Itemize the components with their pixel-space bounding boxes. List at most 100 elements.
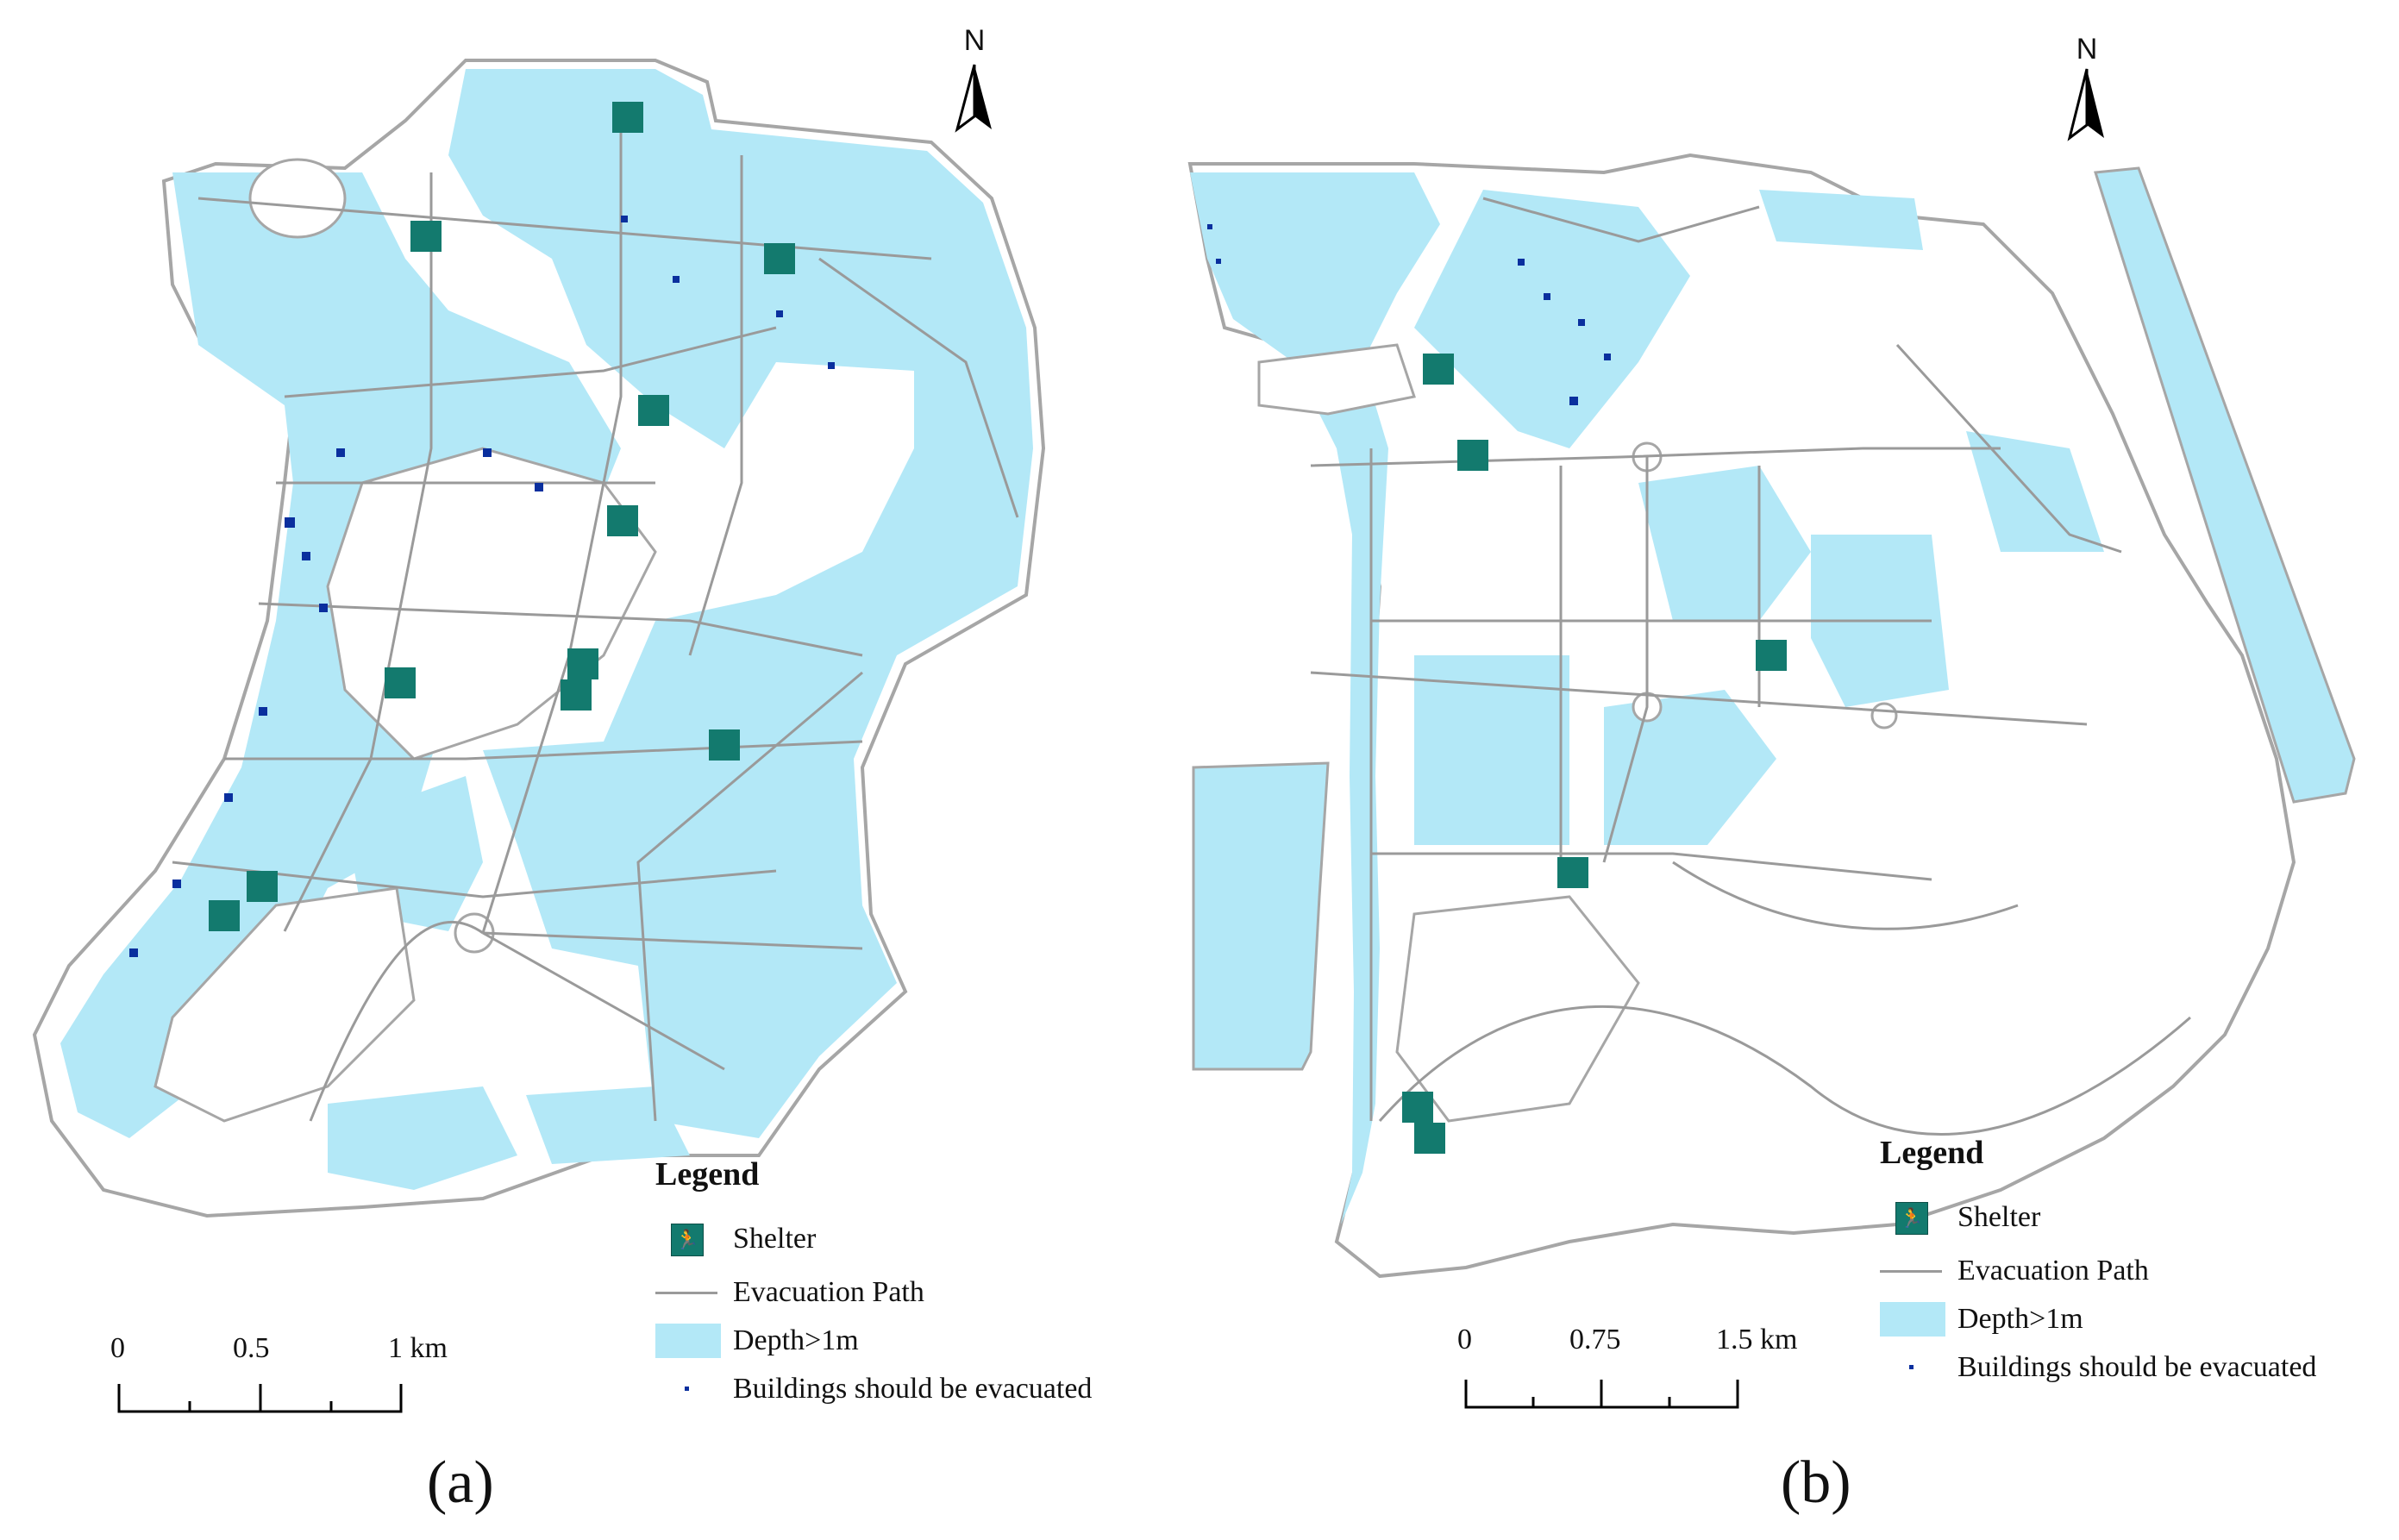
shelter-icon	[567, 648, 598, 679]
shelter-icon	[1414, 1123, 1445, 1154]
map-panel-b: N Legend Shelter Evacuation Path Depth>1…	[1156, 0, 2399, 1540]
building-cluster	[129, 948, 138, 957]
building-dot-icon	[1880, 1350, 1947, 1385]
shelter-icon	[764, 243, 795, 274]
shelter-icon	[607, 505, 638, 536]
north-arrow-right	[2087, 69, 2104, 138]
scale-label: 0.75	[1569, 1324, 1621, 1355]
shelters-a	[209, 102, 795, 931]
building-cluster	[483, 448, 492, 457]
legend-item-building: Buildings should be evacuated	[655, 1368, 1092, 1411]
evacuation-path	[1602, 457, 1649, 863]
caption-a: (a)	[427, 1449, 494, 1516]
legend-label: Evacuation Path	[733, 1276, 924, 1308]
legend-item-shelter: Shelter	[655, 1218, 816, 1261]
caption-b: (b)	[1781, 1449, 1851, 1516]
legend-item-shelter: Shelter	[1880, 1196, 2040, 1239]
path-line-icon	[1880, 1254, 1947, 1288]
scale-bar-a: 0 0.5 1 km	[103, 1332, 448, 1427]
scale-bar-lines	[1464, 1380, 1739, 1409]
flood-zone	[1414, 655, 1569, 845]
evacuation-path	[1310, 671, 2088, 726]
legend-item-path: Evacuation Path	[655, 1271, 924, 1314]
building-cluster	[621, 216, 628, 222]
legend-label: Buildings should be evacuated	[733, 1373, 1093, 1405]
building-cluster	[1544, 293, 1550, 300]
roundabout	[1870, 702, 1898, 729]
building-cluster	[1216, 259, 1221, 264]
building-cluster	[259, 707, 267, 716]
evacuation-path	[481, 103, 623, 934]
evacuation-path	[309, 920, 484, 1122]
scale-label: 1 km	[388, 1332, 448, 1364]
evacuation-path	[482, 931, 725, 1071]
legend-item-building: Buildings should be evacuated	[1880, 1346, 2316, 1389]
flood-zone	[328, 1086, 517, 1190]
scale-bar-b: 0 0.75 1.5 km	[1457, 1324, 1820, 1418]
building-cluster	[336, 448, 345, 457]
land-outline-b-west	[1192, 761, 1330, 1071]
evacuation-path	[1371, 852, 1932, 881]
map-panel-a: N Legend Shelter Evacuation Path Depth>1…	[0, 0, 1156, 1540]
evacuation-path	[284, 326, 777, 398]
shelter-icon	[709, 729, 740, 761]
shelter-icon	[385, 667, 416, 698]
map-b-canvas	[1187, 68, 2356, 1279]
dry-areas-b	[1257, 343, 1898, 1123]
flood-zone	[1604, 690, 1776, 845]
building-dot-icon	[655, 1372, 723, 1406]
building-cluster	[1604, 354, 1611, 360]
north-arrow-right	[974, 65, 992, 129]
scale-label: 1.5 km	[1716, 1324, 1798, 1355]
evacuation-path	[258, 602, 863, 657]
flood-zone	[1190, 172, 1440, 1224]
scale-label: 0	[1457, 1324, 1472, 1355]
shelter-icon	[247, 871, 278, 902]
evacuation-path	[1482, 197, 1760, 243]
flood-swatch-icon	[1880, 1302, 1947, 1337]
flood-zone	[1966, 431, 2104, 552]
north-letter: N	[963, 24, 986, 57]
path-line-icon	[655, 1275, 723, 1310]
legend-label: Evacuation Path	[1957, 1255, 2149, 1286]
shelter-icon	[1402, 1092, 1433, 1123]
legend-title: Legend	[1880, 1135, 1984, 1171]
flood-zone	[1759, 190, 1923, 250]
legend-label: Shelter	[1957, 1201, 2041, 1233]
scale-label: 0	[110, 1332, 125, 1364]
evacuation-path	[1895, 343, 2122, 554]
flood-zone	[1638, 466, 1811, 621]
buildings-a	[129, 216, 835, 957]
map-a-canvas	[32, 59, 1046, 1218]
legend-label: Depth>1m	[1957, 1303, 2083, 1335]
shelter-icon	[612, 102, 643, 133]
shelter-icon	[1880, 1200, 1947, 1235]
shelter-icon	[561, 679, 592, 711]
building-cluster	[302, 552, 310, 560]
evacuation-path	[688, 155, 743, 656]
building-cluster	[535, 483, 543, 491]
shelter-icon	[1457, 440, 1488, 471]
legend-b: Legend Shelter Evacuation Path Depth>1m …	[1880, 1134, 2397, 1427]
building-cluster	[224, 793, 233, 802]
north-arrow-left	[955, 64, 976, 133]
building-cluster	[673, 276, 680, 283]
shelters-b	[1402, 354, 1787, 1154]
building-cluster	[828, 362, 835, 369]
flood-zone	[448, 69, 1033, 1138]
legend-label: Depth>1m	[733, 1324, 859, 1356]
flood-swatch-icon	[655, 1324, 723, 1358]
building-cluster	[776, 310, 783, 317]
runway	[2094, 166, 2356, 804]
north-arrow-icon	[2067, 68, 2104, 141]
building-cluster	[172, 880, 181, 888]
building-cluster	[1207, 224, 1212, 229]
building-cluster	[1518, 259, 1525, 266]
building-cluster	[1578, 319, 1585, 326]
evacuation-path	[283, 172, 433, 932]
evacuation-path	[482, 931, 863, 950]
dry-area	[1395, 895, 1640, 1123]
north-arrow-left	[2067, 68, 2089, 141]
shelter-icon	[1756, 640, 1787, 671]
dry-area	[1257, 343, 1416, 416]
